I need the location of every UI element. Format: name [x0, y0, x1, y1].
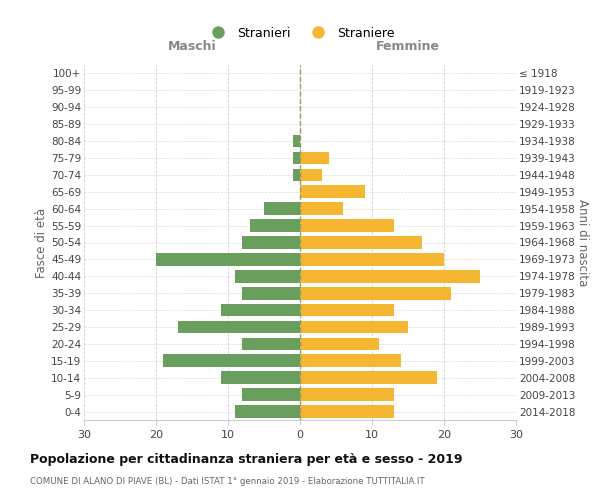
Bar: [293, 134, 300, 147]
Text: Femmine: Femmine: [376, 40, 440, 53]
Bar: [221, 372, 300, 384]
Bar: [300, 253, 444, 266]
Bar: [242, 287, 300, 300]
Bar: [235, 270, 300, 282]
Bar: [300, 287, 451, 300]
Bar: [300, 152, 329, 164]
Bar: [221, 304, 300, 316]
Text: COMUNE DI ALANO DI PIAVE (BL) - Dati ISTAT 1° gennaio 2019 - Elaborazione TUTTIT: COMUNE DI ALANO DI PIAVE (BL) - Dati IST…: [30, 478, 425, 486]
Bar: [300, 304, 394, 316]
Bar: [293, 152, 300, 164]
Bar: [293, 168, 300, 181]
Bar: [300, 186, 365, 198]
Bar: [300, 270, 480, 282]
Bar: [264, 202, 300, 215]
Y-axis label: Fasce di età: Fasce di età: [35, 208, 48, 278]
Bar: [242, 388, 300, 401]
Bar: [300, 320, 408, 334]
Bar: [250, 220, 300, 232]
Bar: [300, 168, 322, 181]
Bar: [300, 236, 422, 249]
Bar: [300, 388, 394, 401]
Bar: [178, 320, 300, 334]
Bar: [300, 405, 394, 418]
Legend: Stranieri, Straniere: Stranieri, Straniere: [201, 22, 399, 44]
Bar: [242, 338, 300, 350]
Bar: [163, 354, 300, 367]
Bar: [300, 202, 343, 215]
Y-axis label: Anni di nascita: Anni di nascita: [577, 199, 589, 286]
Bar: [300, 354, 401, 367]
Text: Popolazione per cittadinanza straniera per età e sesso - 2019: Popolazione per cittadinanza straniera p…: [30, 452, 463, 466]
Bar: [300, 338, 379, 350]
Text: Maschi: Maschi: [167, 40, 217, 53]
Bar: [300, 220, 394, 232]
Bar: [242, 236, 300, 249]
Bar: [156, 253, 300, 266]
Bar: [235, 405, 300, 418]
Bar: [300, 372, 437, 384]
